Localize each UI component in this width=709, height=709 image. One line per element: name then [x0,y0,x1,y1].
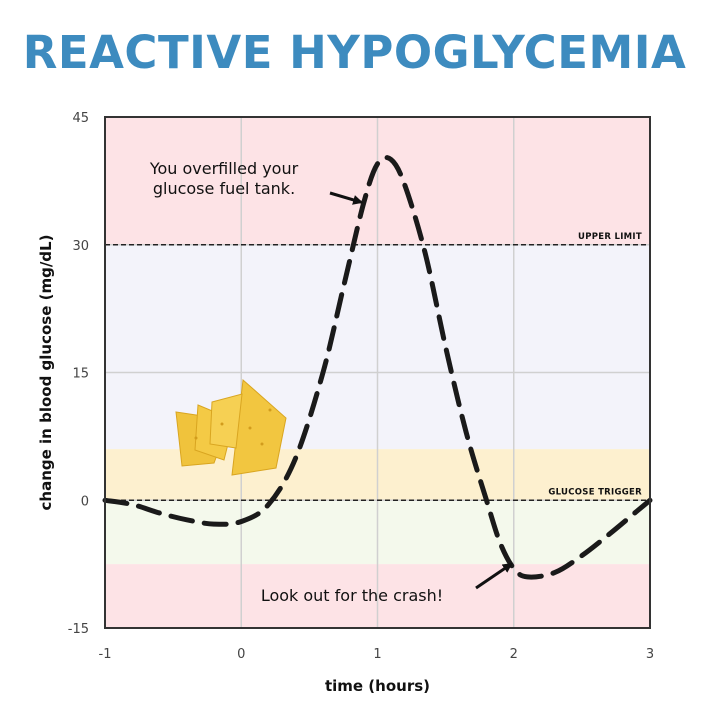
plot-frame [104,116,651,629]
reference-line-label-1: GLUCOSE TRIGGER [548,487,642,497]
y-tick-label: 0 [81,494,89,509]
x-tick-labels: -1 0 1 2 3 [99,647,655,662]
y-axis-label: change in blood glucose (mg/dL) [37,235,55,511]
page-title: REACTIVE HYPOGLYCEMIA [22,26,687,79]
x-axis-label: time (hours) [325,677,430,695]
y-tick-label: -15 [68,622,89,637]
annotation-text: glucose fuel tank. [153,179,295,198]
annotation-arrow [329,191,364,205]
reference-line-label-0: UPPER LIMIT [578,232,642,242]
annotation-text: Look out for the crash! [261,586,443,605]
reference-lines: UPPER LIMIT GLUCOSE TRIGGER [105,232,650,501]
annotation-arrow [475,562,513,590]
tortilla-chips-image [175,378,287,476]
x-tick-label: -1 [99,647,112,662]
x-tick-label: 0 [237,647,245,662]
x-tick-label: 1 [373,647,381,662]
y-tick-label: 15 [72,367,89,382]
annotation-text: You overfilled your [149,159,299,178]
x-tick-label: 2 [510,647,518,662]
y-tick-labels: -15 0 15 30 45 [68,111,89,637]
glucose-curve [102,154,653,580]
y-tick-label: 30 [72,239,89,254]
y-tick-label: 45 [72,111,89,126]
x-tick-label: 3 [646,647,654,662]
